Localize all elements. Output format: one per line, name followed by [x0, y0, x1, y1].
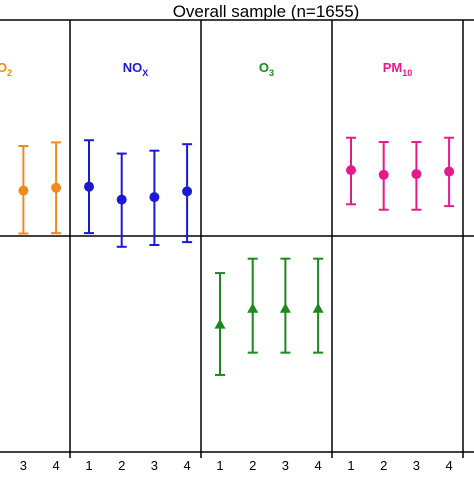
data-marks — [18, 136, 455, 376]
x-tick-label: 4 — [445, 458, 452, 473]
data-point — [444, 166, 455, 177]
x-tick-label: 2 — [249, 458, 256, 473]
panel-label-subscript: 2 — [7, 68, 12, 78]
panel-label-subscript: 3 — [269, 68, 274, 78]
x-tick-label: 1 — [85, 458, 92, 473]
data-point-triangle — [312, 302, 324, 313]
x-tick-label: 1 — [347, 458, 354, 473]
x-tick-label: 4 — [52, 458, 59, 473]
data-point-triangle — [279, 302, 291, 313]
x-tick-label: 3 — [282, 458, 289, 473]
x-tick-label: 2 — [380, 458, 387, 473]
data-point — [182, 186, 193, 197]
panel-labels: O2 NOX O3 PM10 — [0, 60, 412, 78]
panel-label-subscript: X — [142, 68, 148, 78]
data-point — [378, 169, 389, 180]
data-point — [84, 181, 94, 192]
panel-label-main: NO — [123, 60, 143, 75]
panel-label-main: O — [0, 60, 7, 75]
x-tick-label: 3 — [151, 458, 158, 473]
panel-label-main: PM — [383, 60, 403, 75]
data-point-triangle — [214, 318, 226, 329]
chart-title: Overall sample (n=1655) — [173, 2, 360, 21]
x-tick-labels: 3 4 1 2 3 4 1 2 3 4 1 2 3 4 — [20, 458, 453, 473]
panel-label-subscript: 10 — [402, 68, 412, 78]
panel-label: O2 — [0, 60, 12, 78]
x-tick-label: 2 — [118, 458, 125, 473]
data-point — [18, 185, 29, 196]
data-point — [51, 182, 62, 193]
data-point — [411, 169, 422, 180]
data-point — [149, 192, 160, 203]
panel-label: NOX — [123, 60, 149, 78]
x-tick-label: 3 — [20, 458, 27, 473]
x-tick-label: 3 — [413, 458, 420, 473]
x-tick-label: 4 — [314, 458, 321, 473]
x-tick-label: 4 — [183, 458, 190, 473]
data-point-triangle — [247, 302, 259, 313]
data-point — [346, 165, 356, 176]
panel-label: O3 — [259, 60, 274, 78]
panel-label: PM10 — [383, 60, 413, 78]
panel-label-main: O — [259, 60, 269, 75]
panel-frames — [0, 19, 474, 458]
data-point — [116, 194, 127, 205]
x-tick-label: 1 — [216, 458, 223, 473]
